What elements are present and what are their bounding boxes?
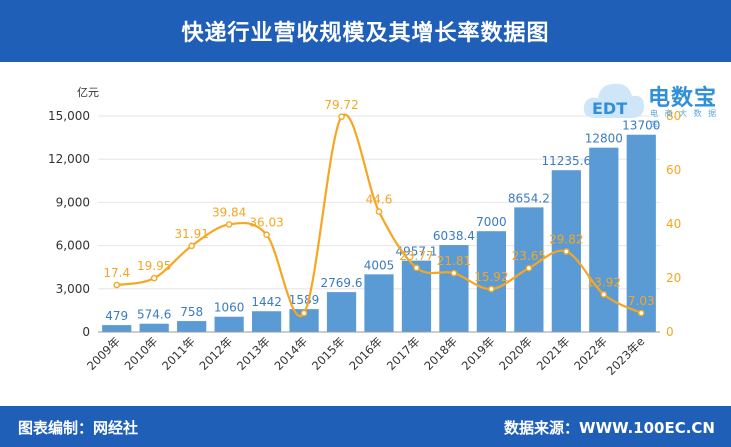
line-data-label: 19.95 — [137, 259, 171, 273]
line-data-label: 21.81 — [437, 254, 471, 268]
chart-title: 快递行业营收规模及其增长率数据图 — [181, 21, 550, 46]
bar-data-label: 574.6 — [137, 308, 171, 322]
line-point — [637, 309, 645, 317]
bar-data-label: 479 — [105, 309, 128, 323]
y-tick-label: 3,000 — [56, 282, 90, 296]
edt-logo-icon: EDT — [583, 83, 644, 118]
line-point — [113, 281, 121, 289]
bar — [476, 231, 507, 332]
line-point — [450, 269, 458, 277]
line-point — [563, 248, 570, 255]
line-data-label: 44.6 — [366, 193, 393, 207]
line-point — [263, 231, 270, 239]
bar — [439, 245, 469, 332]
chart-title-bar: 快递行业营收规模及其增长率数据图 — [0, 0, 731, 62]
bar — [589, 147, 619, 332]
line-point — [300, 309, 308, 317]
line-data-label: 7.03 — [628, 294, 655, 308]
line-data-label: 17.4 — [103, 266, 130, 280]
line-point — [225, 221, 233, 228]
line-point — [413, 264, 420, 272]
y-tick-label: 12,000 — [48, 152, 90, 166]
y2-tick-label: 40 — [666, 217, 681, 231]
bar — [102, 325, 132, 332]
line-data-label: 79.72 — [324, 98, 358, 112]
footer-bar: 图表编制：网经社 数据来源：WWW.100EC.CN — [0, 406, 731, 447]
bar-data-label: 6038.4 — [433, 229, 475, 243]
line-point — [375, 208, 383, 215]
x-tick-label: 2015年 — [309, 334, 348, 373]
chart: 0 3,000 6,000 9,000 12,000 15,000 0 20 40 60 80 亿元 4… — [48, 86, 681, 378]
bar — [364, 274, 394, 332]
bar-data-label: 1442 — [251, 295, 282, 309]
bar-data-label: 2769.6 — [321, 276, 363, 290]
x-tick-label: 2018年 — [421, 334, 460, 373]
footer-credit: 图表编制：网经社 — [18, 419, 139, 437]
x-tick-label: 2021年 — [534, 334, 573, 373]
bar-data-label: 11235.6 — [542, 154, 592, 168]
logo-subtext: 电 商 大 数 据 库 — [650, 109, 719, 129]
bar — [326, 292, 357, 332]
bar — [177, 321, 207, 332]
y-tick-label: 9,000 — [56, 195, 90, 209]
bar-data-label: 8654.2 — [508, 191, 550, 205]
line-point — [188, 242, 195, 250]
line-point — [150, 274, 158, 282]
bar-data-label: 13700 — [622, 119, 660, 133]
growth-rate-line — [116, 113, 642, 318]
bar-data-label: 7000 — [476, 215, 507, 229]
y2-tick-label: 80 — [666, 109, 681, 123]
bar — [401, 260, 432, 332]
logo-badge: EDT — [592, 99, 627, 118]
x-tick-label: 2016年 — [346, 334, 385, 373]
line-data-label: 15.92 — [474, 270, 508, 284]
y2-tick-label: 0 — [666, 325, 674, 339]
line-data-label: 23.77 — [399, 249, 433, 263]
y-tick-label: 0 — [82, 325, 90, 339]
line-data-label: 36.03 — [249, 216, 283, 230]
x-tick-label: 2014年 — [271, 334, 310, 373]
x-tick-label: 2009年 — [84, 334, 123, 373]
bar — [251, 311, 282, 332]
bar-data-label: 758 — [180, 305, 203, 319]
x-tick-label: 2011年 — [159, 334, 198, 373]
bar — [214, 316, 244, 332]
line-point — [600, 291, 608, 298]
x-tick-label: 2013年 — [234, 334, 273, 373]
x-tick-label: 2012年 — [197, 334, 236, 373]
line-point — [525, 264, 533, 272]
y-axis-label: 亿元 — [77, 86, 99, 99]
bar — [626, 134, 656, 332]
x-tick-label: 2017年 — [384, 334, 423, 373]
line-point — [338, 113, 345, 121]
bar-data-label: 12800 — [585, 132, 623, 146]
bar — [139, 323, 169, 332]
y-tick-label: 6,000 — [56, 239, 90, 253]
line-data-label: 39.84 — [212, 205, 246, 219]
line-point — [488, 285, 495, 293]
footer-source: 数据来源：WWW.100EC.CN — [504, 419, 715, 437]
y-tick-label: 15,000 — [48, 109, 90, 123]
bar-data-label: 4005 — [364, 258, 395, 272]
x-tick-label: 2020年 — [496, 334, 535, 373]
line-data-label: 29.82 — [549, 232, 583, 246]
bar-data-label: 1060 — [214, 301, 245, 315]
x-tick-label: 2010年 — [122, 334, 161, 373]
y2-tick-label: 60 — [666, 163, 681, 177]
x-tick-label: 2023年e — [604, 334, 648, 378]
line-data-label: 23.65 — [512, 249, 546, 263]
logo-text: 电数宝 — [648, 86, 718, 111]
x-tick-label: 2019年 — [459, 334, 498, 373]
bar-data-label: 1589 — [289, 293, 320, 307]
line-data-label: 13.92 — [587, 275, 621, 289]
y2-tick-label: 20 — [666, 271, 681, 285]
line-data-label: 31.91 — [174, 227, 208, 241]
